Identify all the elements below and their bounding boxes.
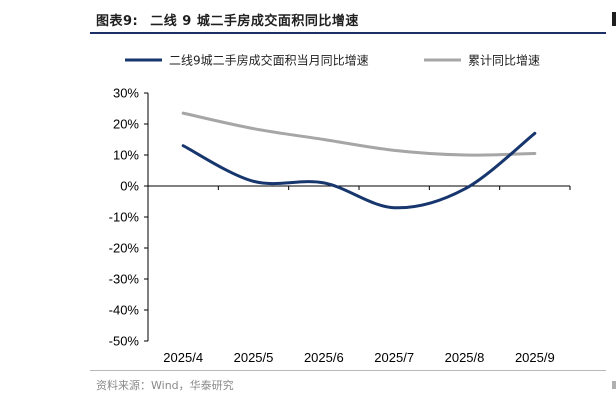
source-rule (90, 370, 606, 371)
y-tick-label: -10% (109, 210, 140, 225)
y-tick-label: -20% (109, 241, 140, 256)
figure-title: 图表9: 二线 9 城二手房成交面积同比增速 (96, 10, 359, 29)
figure-title-text: 二线 9 城二手房成交面积同比增速 (150, 14, 359, 29)
y-tick-label: 20% (113, 117, 139, 132)
y-tick-label: -30% (109, 272, 140, 287)
chart-axes: 30% 20% 10% 0% -10% -20% -30% -40% -50% 2025/4 202… (109, 86, 571, 365)
title-rule (90, 32, 606, 34)
legend-label: 累计同比增速 (468, 54, 540, 68)
series-line-cumulative-yoy (181, 111, 537, 157)
adjacent-page-mark-lower (612, 381, 616, 389)
y-tick-label: 0% (120, 179, 139, 194)
y-tick-label: 10% (113, 148, 139, 163)
series-line-monthly-yoy (181, 131, 537, 210)
x-tick-label: 2025/4 (163, 350, 203, 365)
x-tick-label: 2025/8 (445, 350, 485, 365)
x-tick-label: 2025/5 (234, 350, 274, 365)
chart-legend: 二线9城二手房成交面积当月同比增速 累计同比增速 (125, 53, 540, 68)
chart-series (181, 111, 537, 210)
source-note: 资料来源：Wind，华泰研究 (96, 379, 234, 392)
legend-label: 二线9城二手房成交面积当月同比增速 (169, 53, 369, 68)
x-tick-label: 2025/9 (515, 350, 555, 365)
y-tick-label: 30% (113, 86, 139, 101)
y-tick-label: -40% (109, 303, 140, 318)
x-tick-label: 2025/6 (304, 350, 344, 365)
x-tick-label: 2025/7 (374, 350, 414, 365)
adjacent-page-mark (612, 12, 616, 26)
y-tick-label: -50% (109, 334, 140, 349)
figure-label: 图表9: (96, 14, 139, 29)
